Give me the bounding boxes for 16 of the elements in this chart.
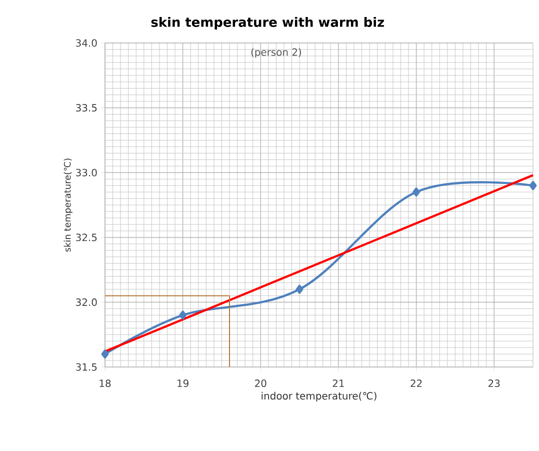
y-tick-label: 33.5 bbox=[76, 104, 97, 112]
y-tick-label: 31.5 bbox=[76, 363, 97, 371]
annotation: (person 2) bbox=[251, 48, 302, 58]
chart-title: skin temperature with warm biz bbox=[151, 16, 384, 30]
y-tick-label: 32.5 bbox=[76, 234, 97, 242]
x-tick-label: 19 bbox=[178, 380, 188, 388]
x-tick-label: 22 bbox=[410, 380, 422, 387]
x-tick-label: 20 bbox=[255, 380, 266, 388]
y-tick-label: 34.0 bbox=[76, 39, 97, 47]
x-tick-label: 21 bbox=[332, 380, 344, 387]
x-tick-label: 18 bbox=[100, 380, 111, 388]
y-axis-title: skin temperature(℃) bbox=[64, 158, 72, 252]
x-axis-title: indoor temperature(℃) bbox=[262, 392, 376, 402]
y-tick-label: 33.0 bbox=[76, 168, 97, 176]
x-tick-label: 23 bbox=[488, 380, 500, 388]
y-tick-label: 32.0 bbox=[76, 298, 97, 306]
